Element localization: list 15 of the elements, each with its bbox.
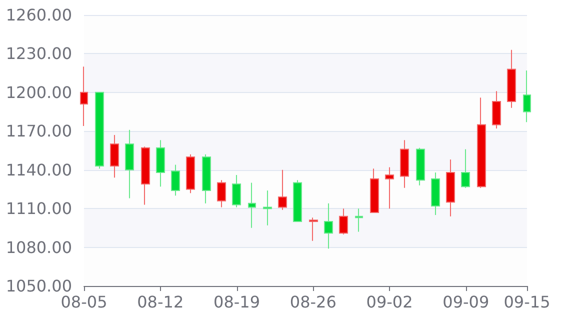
x-tick-label: 08-05 <box>60 292 108 312</box>
y-tick-label: 1230.00 <box>6 44 72 64</box>
y-tick-label: 1050.00 <box>6 276 72 296</box>
y-tick-label: 1170.00 <box>6 122 72 141</box>
y-tick-label: 1110.00 <box>6 199 72 218</box>
y-tick-label: 1080.00 <box>6 238 72 257</box>
x-tick-label: 08-12 <box>137 292 184 312</box>
x-tick-label: 09-09 <box>442 292 490 312</box>
y-tick-label: 1260.00 <box>6 6 72 24</box>
x-tick-label: 09-15 <box>504 292 550 312</box>
x-tick-label: 08-26 <box>290 292 336 312</box>
x-tick-label: 09-02 <box>366 292 413 312</box>
y-tick-label: 1140.00 <box>6 160 72 180</box>
x-tick-label: 08-19 <box>214 292 260 312</box>
y-tick-label: 1200.00 <box>6 82 72 102</box>
